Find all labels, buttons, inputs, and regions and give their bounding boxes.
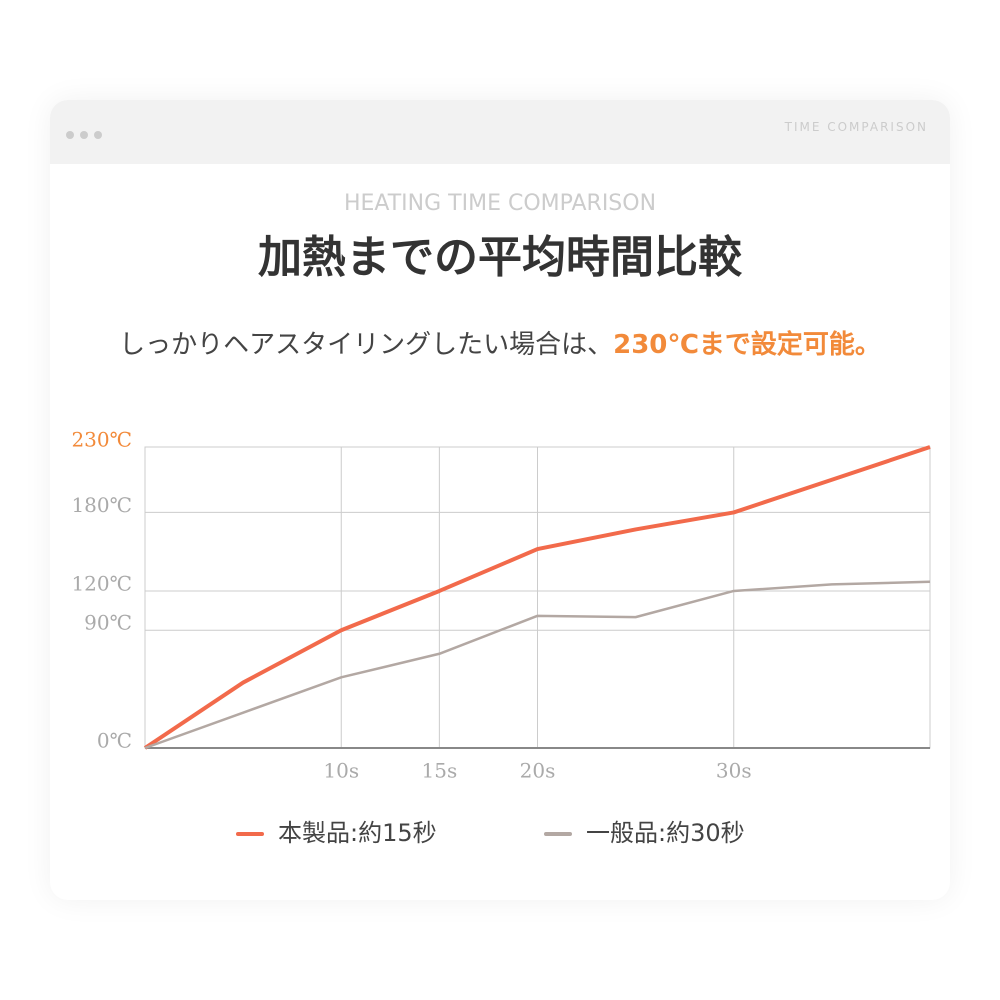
y-tick-label: 120℃ xyxy=(71,571,132,595)
legend-label: 本製品:約15秒 xyxy=(278,819,437,847)
x-tick-label: 15s xyxy=(422,759,458,783)
y-tick-label: 180℃ xyxy=(71,493,132,517)
y-tick-label: 0℃ xyxy=(97,729,132,753)
title-bar: TIME COMPARISON xyxy=(50,100,950,164)
kicker: HEATING TIME COMPARISON xyxy=(344,191,656,216)
window: TIME COMPARISON xyxy=(50,100,950,900)
x-tick-label: 30s xyxy=(716,759,752,783)
chart-title: 加熱までの平均時間比較 xyxy=(258,232,743,283)
x-tick-label: 20s xyxy=(520,759,556,783)
y-tick-label: 90℃ xyxy=(84,611,132,635)
x-tick-label: 10s xyxy=(323,759,359,783)
subtitle-emphasis: 230℃まで設定可能。 xyxy=(613,329,881,360)
window-dots xyxy=(66,124,108,143)
legend-label: 一般品:約30秒 xyxy=(586,819,745,847)
subtitle-text: しっかりヘアスタイリングしたい場合は、 xyxy=(119,330,613,360)
bar-label: TIME COMPARISON xyxy=(784,120,928,134)
series-line xyxy=(144,580,931,750)
y-tick-label: 230℃ xyxy=(71,428,132,452)
series-line xyxy=(143,445,931,750)
subtitle: しっかりヘアスタイリングしたい場合は、230℃まで設定可能。 xyxy=(119,329,881,360)
